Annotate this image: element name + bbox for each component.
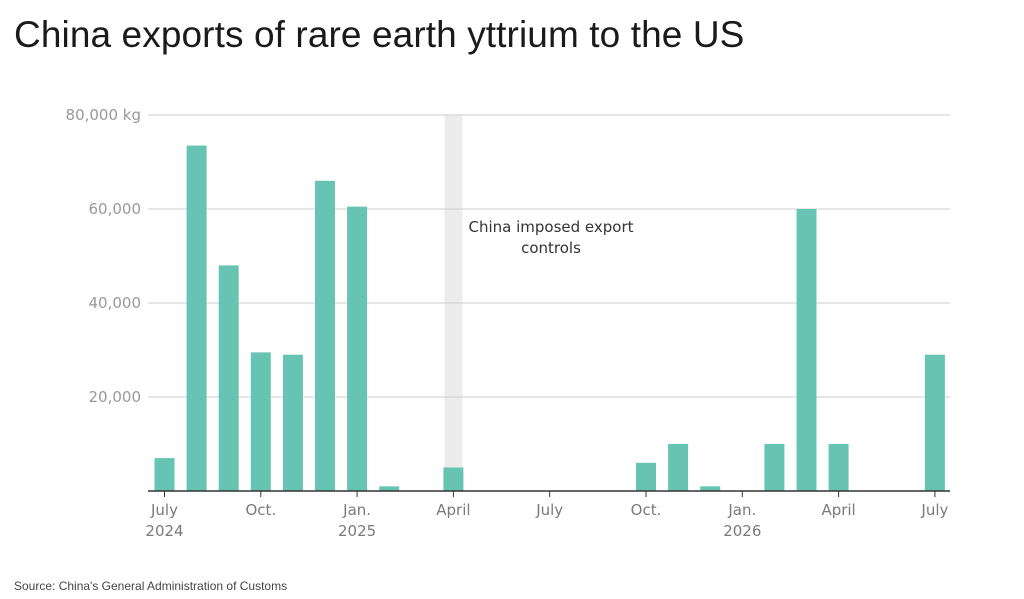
y-tick-label: 40,000	[89, 294, 142, 312]
bar	[186, 145, 207, 492]
x-tick-year-label: 2024	[145, 522, 183, 540]
x-tick-label: Jan.	[342, 501, 371, 519]
x-tick-label: July	[535, 501, 563, 519]
x-tick-label: April	[436, 501, 470, 519]
annotation-text: controls	[521, 239, 581, 257]
y-tick-label: 80,000 kg	[66, 106, 141, 124]
bar	[924, 354, 945, 491]
chart-title: China exports of rare earth yttrium to t…	[14, 14, 745, 55]
bar	[828, 444, 849, 491]
x-tick-label: April	[821, 501, 855, 519]
x-tick-label: Jan.	[727, 501, 756, 519]
bar	[379, 486, 400, 491]
x-tick-label: Oct.	[245, 501, 276, 519]
x-tick-label: July	[920, 501, 948, 519]
x-axis-ticks: July 2024 Oct. Jan. 2025 April July Oct. Jan. 202…	[145, 491, 949, 540]
bar	[250, 352, 271, 491]
bar	[443, 467, 464, 491]
bar	[636, 462, 656, 491]
annotation: China imposed export controls	[468, 218, 633, 257]
bar	[700, 486, 721, 491]
bar	[764, 444, 785, 491]
bar	[218, 265, 239, 491]
y-tick-label: 20,000	[89, 388, 142, 406]
y-axis-ticks: 20,000 40,000 60,000 80,000 kg	[66, 106, 141, 406]
x-tick-year-label: 2026	[723, 522, 761, 540]
annotation-text: China imposed export	[468, 218, 633, 236]
bar	[796, 209, 817, 491]
bars	[154, 145, 945, 492]
bar	[315, 180, 335, 492]
x-tick-year-label: 2025	[338, 522, 376, 540]
bar	[282, 354, 303, 491]
bar	[154, 458, 175, 491]
bar	[668, 444, 689, 491]
x-tick-label: Oct.	[631, 501, 662, 519]
bar	[347, 206, 368, 491]
source-note: Source: China's General Administration o…	[14, 579, 288, 593]
x-tick-label: July	[150, 501, 178, 519]
y-tick-label: 60,000	[89, 200, 142, 218]
